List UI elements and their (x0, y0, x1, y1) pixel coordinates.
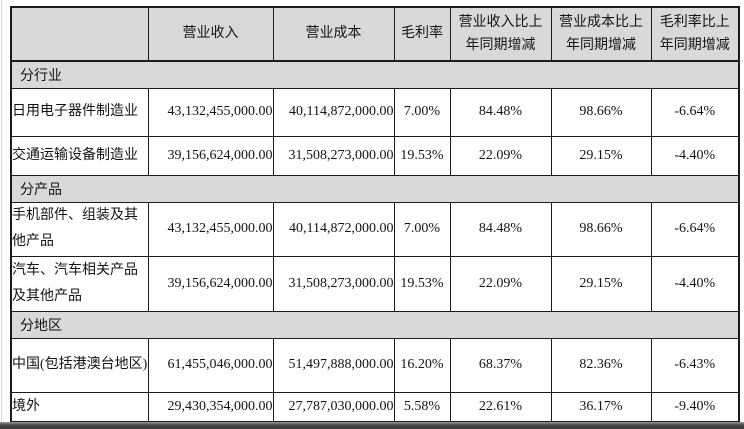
row-cost-yoy: 29.15% (550, 135, 652, 176)
row-margin-yoy: -6.43% (650, 337, 740, 393)
row-revenue-yoy: 84.48% (449, 87, 552, 137)
row-category: 交通运输设备制造业 (10, 135, 149, 176)
section-label: 分产品 (10, 174, 740, 203)
header-cell-margin-yoy: 毛利率比上年同期增减 (650, 6, 740, 62)
row-margin-yoy: -4.40% (650, 255, 740, 312)
row-category: 日用电子器件制造业 (10, 87, 149, 137)
row-cost: 31,508,273,000.00 (272, 135, 395, 176)
section-row-by-region: 分地区 (10, 310, 740, 339)
table-row: 交通运输设备制造业 39,156,624,000.00 31,508,273,0… (10, 135, 740, 176)
table-row: 汽车、汽车相关产品及其他产品 39,156,624,000.00 31,508,… (10, 255, 740, 312)
table-row: 手机部件、组装及其他产品 43,132,455,000.00 40,114,87… (10, 201, 740, 257)
header-cell-revenue: 营业收入 (147, 6, 274, 62)
page-left-edge-line (1, 0, 2, 423)
row-margin-yoy: -6.64% (650, 87, 740, 137)
row-gross-margin: 16.20% (393, 337, 451, 393)
table-row: 日用电子器件制造业 43,132,455,000.00 40,114,872,0… (10, 87, 740, 137)
row-revenue: 61,455,046,000.00 (147, 337, 274, 393)
row-revenue-yoy: 68.37% (449, 337, 552, 393)
section-label: 分地区 (10, 310, 740, 339)
row-category: 中国(包括港澳台地区) (10, 337, 149, 393)
row-category: 境外 (10, 391, 149, 423)
row-category: 手机部件、组装及其他产品 (10, 201, 149, 257)
row-cost: 51,497,888,000.00 (272, 337, 395, 393)
table-row: 境外 29,430,354,000.00 27,787,030,000.00 5… (10, 391, 740, 423)
table-row: 中国(包括港澳台地区) 61,455,046,000.00 51,497,888… (10, 337, 740, 393)
row-gross-margin: 19.53% (393, 135, 451, 176)
row-cost: 31,508,273,000.00 (272, 255, 395, 312)
section-row-by-industry: 分行业 (10, 60, 740, 89)
row-revenue-yoy: 22.09% (449, 255, 552, 312)
row-cost-yoy: 29.15% (550, 255, 652, 312)
row-category: 汽车、汽车相关产品及其他产品 (10, 255, 149, 312)
row-cost: 40,114,872,000.00 (272, 87, 395, 137)
row-cost: 40,114,872,000.00 (272, 201, 395, 257)
section-label: 分行业 (10, 60, 740, 89)
header-cell-revenue-yoy: 营业收入比上年同期增减 (449, 6, 552, 62)
row-gross-margin: 7.00% (393, 201, 451, 257)
row-revenue-yoy: 22.61% (449, 391, 552, 423)
row-cost-yoy: 98.66% (550, 87, 652, 137)
header-cell-gross-margin: 毛利率 (393, 6, 451, 62)
bottom-dark-strip (0, 422, 744, 429)
row-margin-yoy: -9.40% (650, 391, 740, 423)
row-cost: 27,787,030,000.00 (272, 391, 395, 423)
row-margin-yoy: -4.40% (650, 135, 740, 176)
row-gross-margin: 5.58% (393, 391, 451, 423)
header-cell-cost-yoy: 营业成本比上年同期增减 (550, 6, 652, 62)
row-cost-yoy: 82.36% (550, 337, 652, 393)
row-cost-yoy: 98.66% (550, 201, 652, 257)
row-gross-margin: 7.00% (393, 87, 451, 137)
row-revenue-yoy: 22.09% (449, 135, 552, 176)
row-gross-margin: 19.53% (393, 255, 451, 312)
row-cost-yoy: 36.17% (550, 391, 652, 423)
row-revenue: 43,132,455,000.00 (147, 201, 274, 257)
financial-segment-table: 营业收入 营业成本 毛利率 营业收入比上年同期增减 营业成本比上年同期增减 毛利… (10, 6, 740, 423)
row-revenue: 29,430,354,000.00 (147, 391, 274, 423)
table-header-row: 营业收入 营业成本 毛利率 营业收入比上年同期增减 营业成本比上年同期增减 毛利… (10, 6, 740, 62)
row-revenue: 39,156,624,000.00 (147, 255, 274, 312)
row-margin-yoy: -6.64% (650, 201, 740, 257)
row-revenue: 43,132,455,000.00 (147, 87, 274, 137)
header-cell-category (10, 6, 149, 62)
header-cell-cost: 营业成本 (272, 6, 395, 62)
section-row-by-product: 分产品 (10, 174, 740, 203)
row-revenue-yoy: 84.48% (449, 201, 552, 257)
row-revenue: 39,156,624,000.00 (147, 135, 274, 176)
